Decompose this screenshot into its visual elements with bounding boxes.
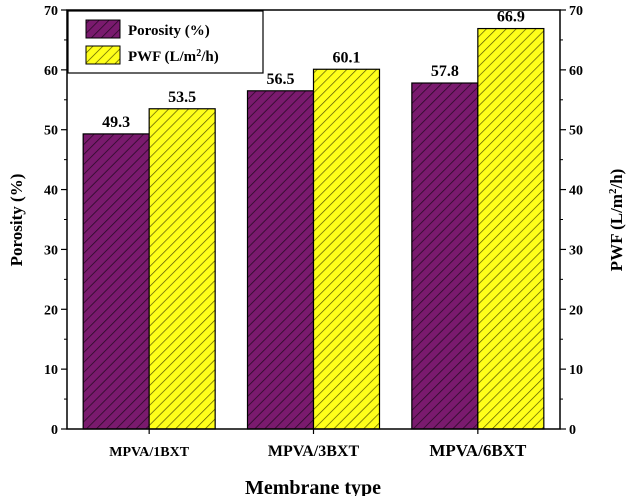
bar-pwf-2 xyxy=(312,68,381,430)
legend-swatch-porosity xyxy=(85,19,121,39)
left-tick-label-2: 20 xyxy=(44,303,58,318)
right-tick-label-0: 0 xyxy=(569,423,576,438)
bar-pwf-3 xyxy=(477,27,545,430)
data-label-pwf-1: 53.5 xyxy=(168,89,196,106)
right-tick-label-1: 10 xyxy=(569,363,583,378)
right-tick-label-4: 40 xyxy=(569,184,583,199)
left-tick-label-7: 70 xyxy=(44,4,58,19)
data-label-porosity-1: 49.3 xyxy=(102,114,130,131)
left-tick-label-5: 50 xyxy=(44,124,58,139)
x-tick-label-3: MPVA/6BXT xyxy=(429,441,527,460)
bar-pwf-1 xyxy=(148,108,216,430)
right-tick-label-6: 60 xyxy=(569,64,583,79)
right-tick-label-5: 50 xyxy=(569,124,583,139)
data-label-porosity-3: 57.8 xyxy=(431,63,459,80)
right-axis-title: PWF (L/m2/h) xyxy=(607,169,626,272)
bar-porosity-3 xyxy=(411,82,479,430)
x-tick-label-2: MPVA/3BXT xyxy=(268,443,360,460)
x-axis-title: Membrane type xyxy=(245,477,381,496)
right-tick-label-3: 30 xyxy=(569,243,583,258)
left-axis-title: Porosity (%) xyxy=(7,174,26,267)
left-tick-label-1: 10 xyxy=(44,363,58,378)
left-tick-label-3: 30 xyxy=(44,243,58,258)
bar-porosity-2 xyxy=(246,90,315,430)
data-label-porosity-2: 56.5 xyxy=(267,71,295,88)
data-labels-layer: 49.3 53.5 56.5 60.1 57.8 66.9 xyxy=(102,9,525,131)
bar-porosity-1 xyxy=(82,133,150,430)
legend-label-pwf: PWF (L/m2/h) xyxy=(128,48,219,66)
bars-layer xyxy=(82,27,545,430)
right-tick-label-2: 20 xyxy=(569,303,583,318)
legend: Porosity (%) PWF (L/m2/h) xyxy=(67,10,264,74)
data-label-pwf-3: 66.9 xyxy=(497,9,525,26)
left-tick-label-0: 0 xyxy=(51,423,58,438)
left-axis-ticks: 0 10 20 30 40 50 60 70 xyxy=(44,4,67,438)
x-tick-label-1: MPVA/1BXT xyxy=(109,445,190,460)
left-tick-label-6: 60 xyxy=(44,64,58,79)
legend-swatch-pwf xyxy=(85,45,121,65)
right-axis-ticks: 0 10 20 30 40 50 60 70 xyxy=(560,4,583,438)
right-tick-label-7: 70 xyxy=(569,4,583,19)
data-label-pwf-2: 60.1 xyxy=(333,49,361,66)
left-tick-label-4: 40 xyxy=(44,184,58,199)
legend-label-porosity: Porosity (%) xyxy=(128,23,210,39)
x-axis-category-labels: MPVA/1BXT MPVA/3BXT MPVA/6BXT xyxy=(109,429,527,460)
